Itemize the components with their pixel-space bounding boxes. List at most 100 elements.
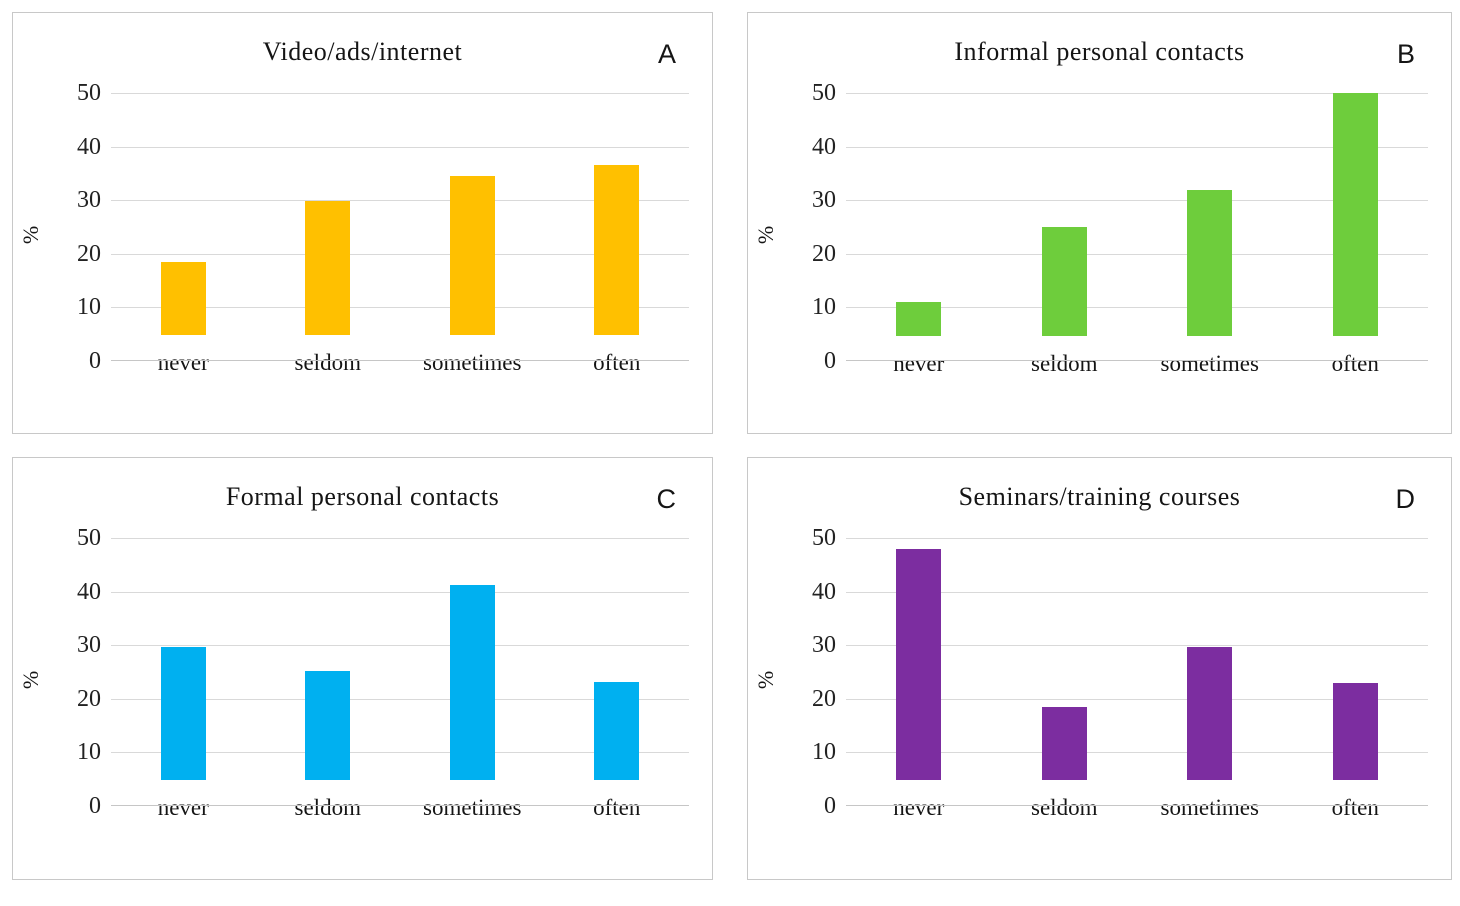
gridline <box>111 200 689 201</box>
gridline <box>846 147 1428 148</box>
x-axis-labels: never seldom sometimes often <box>111 795 689 821</box>
chart-title: Informal personal contacts <box>954 37 1245 66</box>
y-tick-label: 10 <box>812 739 836 765</box>
bar-slot <box>992 538 1138 780</box>
chart-header: Seminars/training courses D <box>748 458 1451 538</box>
x-axis-labels: never seldom sometimes often <box>111 350 689 376</box>
gridline <box>846 307 1428 308</box>
bar-slot <box>256 93 401 335</box>
gridline <box>111 254 689 255</box>
panel-letter: B <box>1396 39 1415 69</box>
x-category-label: often <box>1331 795 1379 820</box>
bar-never <box>160 262 206 335</box>
panel-letter: D <box>1395 484 1416 514</box>
bar-slot <box>111 538 256 780</box>
y-tick-label: 50 <box>77 525 101 551</box>
y-tick-label: 20 <box>77 686 101 712</box>
chart-body: % 0 10 20 30 40 50 never seldom sometimes often <box>748 525 1451 821</box>
gridline <box>846 699 1428 700</box>
gridline <box>846 752 1428 753</box>
chart-panel-a: Video/ads/internet A % 0 10 20 30 40 50 never… <box>12 12 713 434</box>
gridline <box>111 147 689 148</box>
y-tick-label: 30 <box>77 632 101 658</box>
y-axis-title: % <box>13 538 49 821</box>
plot-area <box>846 538 1429 806</box>
gridline <box>846 538 1428 539</box>
y-axis-ticks: 0 10 20 30 40 50 <box>784 525 846 821</box>
x-axis-line <box>846 360 1428 361</box>
bar-often <box>1332 93 1378 337</box>
bar-slot <box>1137 538 1283 780</box>
y-tick-label: 40 <box>77 134 101 160</box>
bar-slot <box>1283 93 1429 337</box>
bar-never <box>896 549 942 780</box>
x-category-label: seldom <box>1031 795 1098 820</box>
gridline <box>111 538 689 539</box>
x-axis-line <box>111 805 689 806</box>
y-tick-label: 20 <box>812 686 836 712</box>
gridline <box>846 645 1428 646</box>
y-tick-label: 30 <box>812 632 836 658</box>
y-axis-title: % <box>748 538 784 821</box>
y-tick-label: 30 <box>812 187 836 213</box>
bar-sometimes <box>449 176 495 335</box>
y-tick-label: 0 <box>824 793 836 819</box>
chart-header: Informal personal contacts B <box>748 13 1451 93</box>
y-axis-title: % <box>13 93 49 376</box>
plot-area <box>846 93 1429 361</box>
bar-sometimes <box>449 584 495 780</box>
bar-often <box>594 164 640 335</box>
x-category-label: often <box>593 795 641 820</box>
y-tick-label: 0 <box>824 348 836 374</box>
gridline <box>111 645 689 646</box>
gridline <box>846 200 1428 201</box>
bar-seldom <box>1041 707 1087 780</box>
y-tick-label: 20 <box>812 241 836 267</box>
bar-slot <box>256 538 401 780</box>
plot-wrap: never seldom sometimes often <box>111 93 689 376</box>
y-axis-title: % <box>748 93 784 376</box>
x-category-label: sometimes <box>1160 795 1259 820</box>
y-tick-label: 30 <box>77 187 101 213</box>
gridline <box>111 307 689 308</box>
x-category-label: sometimes <box>423 795 522 820</box>
bar-slot <box>992 93 1138 337</box>
x-category-label: sometimes <box>1160 351 1259 377</box>
chart-title: Seminars/training courses <box>958 482 1241 511</box>
y-tick-label: 10 <box>77 739 101 765</box>
plot-wrap: never seldom sometimes often <box>846 538 1428 821</box>
x-category-label: never <box>893 351 945 377</box>
y-tick-label: 20 <box>77 241 101 267</box>
bar-slot <box>545 538 690 780</box>
chart-panel-d: Seminars/training courses D % 0 10 20 30 40 5… <box>747 457 1452 880</box>
bar-seldom <box>305 671 351 780</box>
x-category-label: never <box>893 795 945 820</box>
chart-header: Formal personal contacts C <box>13 458 712 538</box>
bar-slot <box>1283 538 1429 780</box>
gridline <box>111 699 689 700</box>
panel-letter: C <box>656 484 677 514</box>
y-tick-label: 0 <box>89 793 101 819</box>
bar-never <box>160 646 206 780</box>
bar-slot <box>545 93 690 335</box>
y-axis-ticks: 0 10 20 30 40 50 <box>49 80 111 376</box>
chart-body: % 0 10 20 30 40 50 never seldom sometimes often <box>748 80 1451 377</box>
x-category-label: often <box>593 350 641 375</box>
bar-sometimes <box>1187 646 1233 780</box>
y-axis-title-text: % <box>17 670 43 689</box>
gridline <box>111 752 689 753</box>
bar-slot <box>400 538 545 780</box>
chart-body: % 0 10 20 30 40 50 never seldom sometimes often <box>13 525 712 821</box>
y-tick-label: 50 <box>812 80 836 106</box>
bar-often <box>594 682 640 780</box>
plot-wrap: never seldom sometimes often <box>111 538 689 821</box>
y-tick-label: 40 <box>812 134 836 160</box>
x-category-label: seldom <box>294 350 361 375</box>
y-axis-title-text: % <box>752 670 778 689</box>
y-tick-label: 40 <box>812 579 836 605</box>
x-axis-line <box>111 360 689 361</box>
y-tick-label: 50 <box>77 80 101 106</box>
gridline <box>111 93 689 94</box>
y-tick-label: 40 <box>77 579 101 605</box>
plot-area <box>111 538 690 806</box>
